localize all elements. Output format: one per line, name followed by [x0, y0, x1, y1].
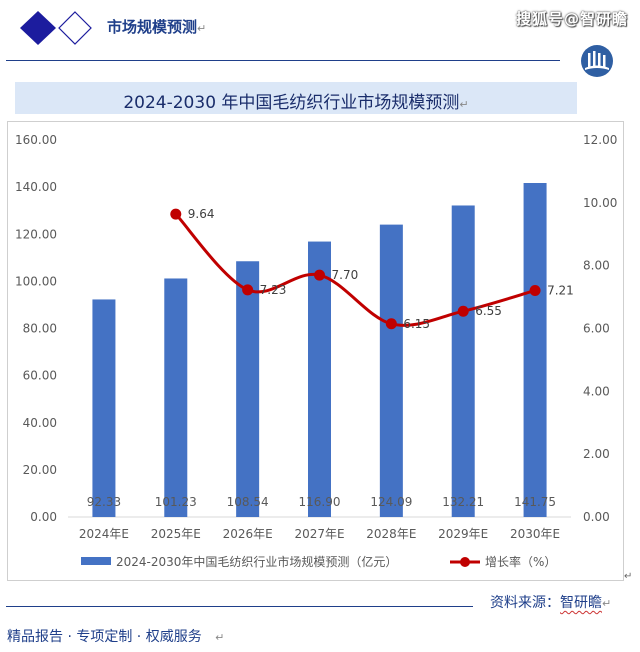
- x-tick-label: 2027年E: [294, 527, 344, 541]
- section-title: 市场规模预测↵: [107, 18, 207, 36]
- y-right-tick-label: 8.00: [583, 259, 610, 273]
- chart-title: 2024-2030 年中国毛纺织行业市场规模预测↵: [123, 93, 469, 113]
- y-left-tick-label: 100.00: [15, 274, 57, 288]
- legend-bar-label: 2024-2030年中国毛纺织行业市场规模预测（亿元）: [116, 554, 397, 569]
- growth-rate-label: 9.64: [188, 207, 215, 221]
- bar: [164, 278, 188, 517]
- x-tick-label: 2030年E: [510, 527, 560, 541]
- bar-data-label: 132.21: [442, 495, 484, 509]
- legend-line-label: 增长率（%）: [485, 554, 556, 569]
- growth-rate-marker: [529, 284, 541, 296]
- chart-plot: 0.00 20.00 40.00 60.00 80.00 100.00 120.00 140.…: [15, 133, 617, 569]
- growth-rate-marker: [170, 208, 182, 220]
- y-left-tick-label: 80.00: [23, 322, 57, 336]
- bar: [523, 183, 547, 517]
- growth-rate-label: 7.23: [260, 283, 287, 297]
- growth-rate-label: 7.70: [332, 268, 359, 282]
- source-brand: 智研瞻: [560, 595, 602, 611]
- y-right-tick-label: 10.00: [583, 196, 617, 210]
- y-right-tick-label: 4.00: [583, 384, 610, 398]
- bar: [236, 261, 260, 517]
- y-right-tick-label: 12.00: [583, 133, 617, 147]
- source-note: 资料来源：智研瞻↵: [490, 595, 612, 611]
- y-left-tick-label: 160.00: [15, 133, 57, 147]
- x-tick-label: 2025年E: [151, 527, 201, 541]
- growth-rate-marker: [457, 305, 469, 317]
- y-left-tick-label: 40.00: [23, 416, 57, 430]
- chart-title-bar: 2024-2030 年中国毛纺织行业市场规模预测↵: [15, 82, 577, 114]
- growth-rate-marker: [242, 284, 254, 296]
- x-tick-label: 2029年E: [438, 527, 488, 541]
- x-tick-label: 2024年E: [79, 527, 129, 541]
- brand-logo-icon: [581, 45, 613, 77]
- y-right-tick-label: 2.00: [583, 447, 610, 461]
- footer-divider: [6, 606, 473, 607]
- bar-data-label: 141.75: [514, 495, 556, 509]
- growth-rate-marker: [314, 269, 325, 281]
- paragraph-mark: ↵: [624, 571, 633, 582]
- x-tick-label: 2026年E: [223, 527, 273, 541]
- y-right-tick-label: 0.00: [583, 510, 610, 524]
- bar: [451, 205, 475, 517]
- watermark-text: 搜狐号@智研瞻: [515, 10, 628, 28]
- footer-tagline: 精品报告 · 专项定制 · 权威服务 ↵: [7, 629, 225, 645]
- legend-bar-swatch: [81, 557, 111, 565]
- header-divider: [6, 60, 560, 61]
- y-left-tick-label: 140.00: [15, 180, 57, 194]
- bar-data-label: 124.09: [370, 495, 412, 509]
- growth-rate-label: 6.55: [475, 304, 502, 318]
- bar-data-label: 116.90: [299, 495, 341, 509]
- y-left-tick-label: 60.00: [23, 369, 57, 383]
- legend-line-marker: [460, 557, 470, 567]
- y-right-tick-label: 6.00: [583, 322, 610, 336]
- growth-rate-label: 7.21: [547, 283, 574, 297]
- y-left-tick-label: 120.00: [15, 227, 57, 241]
- y-left-tick-label: 0.00: [30, 510, 57, 524]
- bar: [308, 241, 331, 517]
- bar: [379, 224, 403, 517]
- bar-data-label: 92.33: [87, 495, 121, 509]
- bar: [92, 299, 116, 517]
- chart-frame: 0.00 20.00 40.00 60.00 80.00 100.00 120.00 140.…: [7, 121, 624, 581]
- growth-rate-marker: [385, 318, 397, 330]
- bar-data-label: 101.23: [155, 495, 197, 509]
- growth-rate-label: 6.15: [403, 317, 430, 331]
- bar-data-label: 108.54: [227, 495, 269, 509]
- logo-diamonds-icon: [20, 11, 92, 45]
- x-tick-label: 2028年E: [366, 527, 416, 541]
- y-left-tick-label: 20.00: [23, 463, 57, 477]
